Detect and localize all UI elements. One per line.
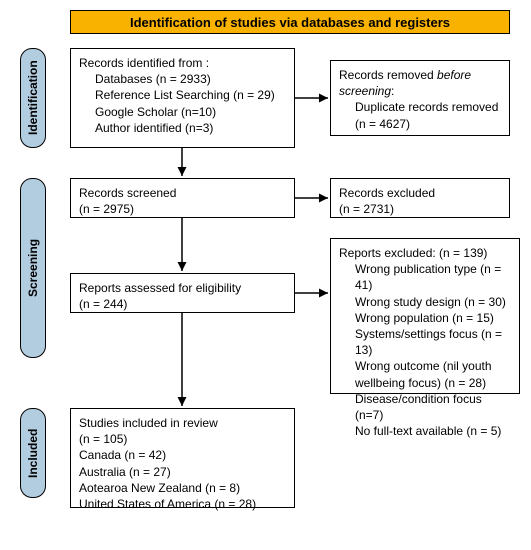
identified-l1: Databases (n = 2933) [79,71,286,87]
exrep-l4: Systems/settings focus (n = 13) [339,326,511,358]
exrep-l2: Wrong study design (n = 30) [339,294,511,310]
incl-l3: Aotearoa New Zealand (n = 8) [79,481,240,495]
identified-l3: Google Scholar (n=10) [79,104,286,120]
incl-l4: United States of America (n = 28) [79,497,256,511]
assessed-l2: (n = 244) [79,297,127,311]
box-studies-included: Studies included in review (n = 105) Can… [70,408,295,508]
incl-n: (n = 105) [79,432,127,446]
assessed-l1: Reports assessed for eligibility [79,281,241,295]
identified-l2: Reference List Searching (n = 29) [79,87,286,103]
stage-included-label: Included [26,428,40,477]
box-records-identified: Records identified from : Databases (n =… [70,48,295,148]
excluded-l2: (n = 2731) [339,202,394,216]
box-reports-assessed: Reports assessed for eligibility (n = 24… [70,273,295,313]
stage-identification-label: Identification [26,61,40,136]
exrep-l5: Wrong outcome (nil youth wellbeing focus… [339,358,511,390]
incl-lead: Studies included in review [79,416,218,430]
stage-screening: Screening [20,178,46,358]
stage-included: Included [20,408,46,498]
box-reports-excluded: Reports excluded: (n = 139) Wrong public… [330,238,520,394]
screened-l2: (n = 2975) [79,202,134,216]
exrep-l1: Wrong publication type (n = 41) [339,261,511,293]
screened-l1: Records screened [79,186,176,200]
stage-screening-label: Screening [26,239,40,297]
box-records-screened: Records screened (n = 2975) [70,178,295,218]
identified-l4: Author identified (n=3) [79,120,286,136]
exrep-l6: Disease/condition focus (n=7) [339,391,511,423]
identified-lead: Records identified from : [79,56,209,70]
removed-l1: Duplicate records removed (n = 4627) [339,99,501,131]
excluded-l1: Records excluded [339,186,435,200]
title-bar: Identification of studies via databases … [70,10,510,34]
prisma-flow-diagram: Identification of studies via databases … [10,10,521,540]
removed-lead-c: : [391,84,394,98]
exrep-l3: Wrong population (n = 15) [339,310,511,326]
exrep-lead: Reports excluded: (n = 139) [339,246,487,260]
incl-l1: Canada (n = 42) [79,448,166,462]
incl-l2: Australia (n = 27) [79,465,171,479]
box-records-excluded: Records excluded (n = 2731) [330,178,510,218]
box-records-removed: Records removed before screening: Duplic… [330,60,510,136]
title-text: Identification of studies via databases … [130,15,450,30]
stage-identification: Identification [20,48,46,148]
removed-lead-a: Records removed [339,68,437,82]
exrep-l7: No full-text available (n = 5) [339,423,511,439]
